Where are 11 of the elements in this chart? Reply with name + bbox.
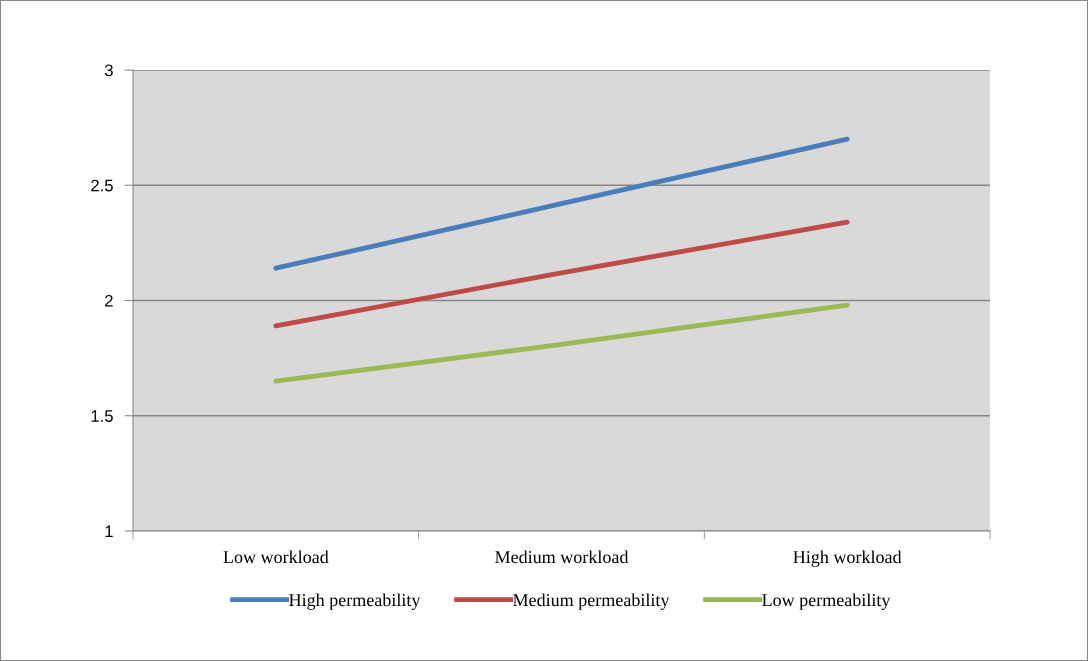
- y-tick-label: 1.5: [91, 410, 113, 422]
- x-tick-label: High workload: [793, 550, 902, 567]
- y-tick-label: 1: [105, 525, 113, 538]
- x-tick-label: Low workload: [223, 550, 329, 564]
- legend-label: Medium permeability: [513, 593, 670, 610]
- y-tick-label: 2.5: [91, 179, 113, 192]
- legend-label: High permeability: [289, 593, 421, 610]
- y-tick-label: 3: [104, 64, 113, 77]
- y-tick-label: 2: [105, 294, 113, 307]
- legend-label: Low permeability: [762, 593, 891, 610]
- x-tick-label: Medium workload: [495, 550, 629, 564]
